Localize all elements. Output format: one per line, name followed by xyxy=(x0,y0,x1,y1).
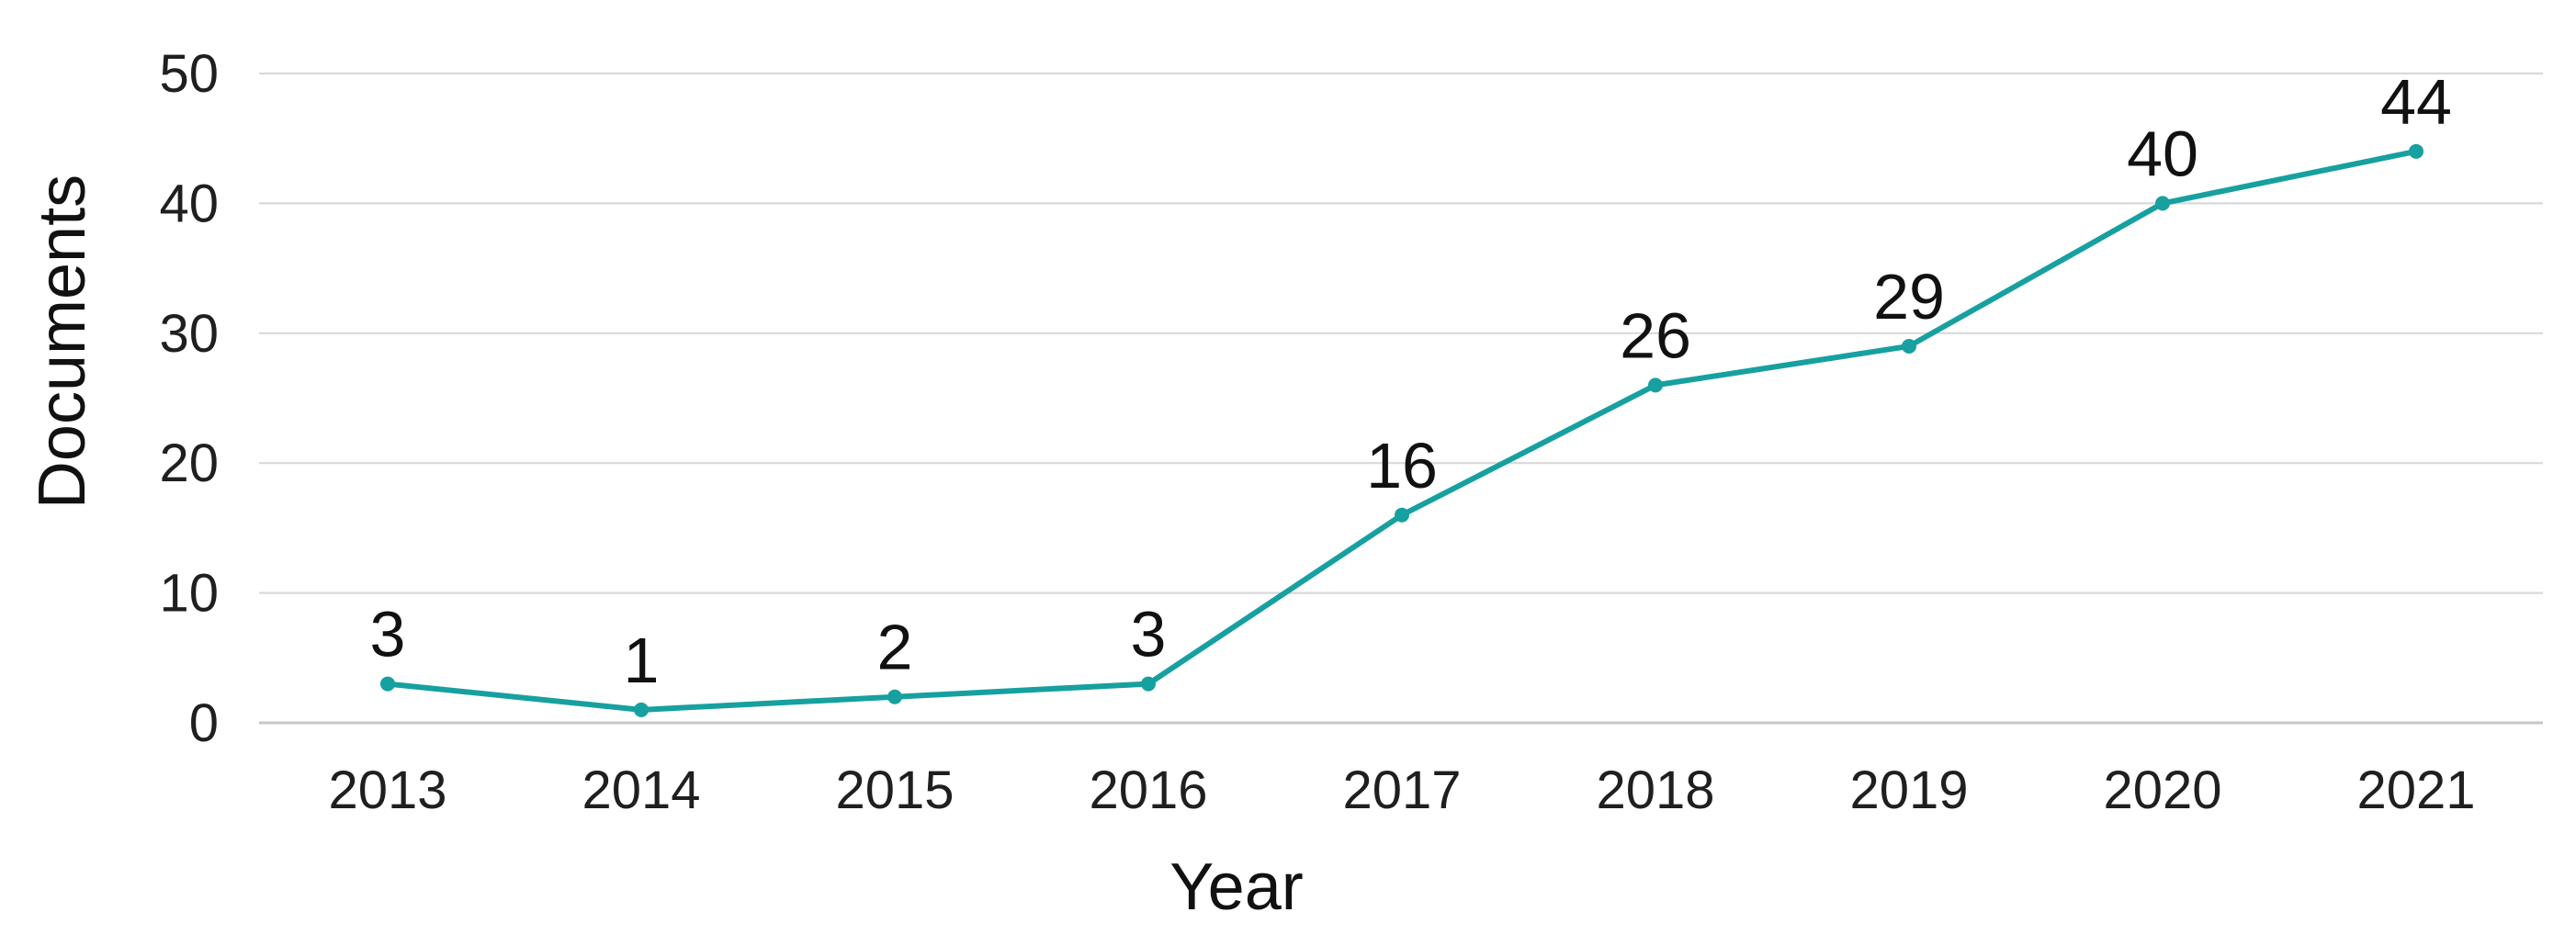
data-point xyxy=(1902,338,1916,354)
x-tick-label: 2019 xyxy=(1849,760,1968,820)
y-tick-label: 30 xyxy=(159,304,219,364)
data-point xyxy=(2155,196,2170,211)
x-tick-label: 2017 xyxy=(1342,760,1461,820)
y-axis-title: Documents xyxy=(26,175,99,509)
x-tick-label: 2018 xyxy=(1596,760,1714,820)
data-label: 26 xyxy=(1620,299,1691,371)
data-point xyxy=(380,676,395,692)
x-tick-label: 2015 xyxy=(835,760,954,820)
data-point xyxy=(634,702,649,717)
x-tick-label: 2021 xyxy=(2356,760,2475,820)
data-point xyxy=(1648,377,1663,393)
y-tick-label: 50 xyxy=(159,44,219,104)
y-axis-ticks: 0 10 20 30 40 50 xyxy=(159,44,219,753)
y-tick-label: 40 xyxy=(159,174,219,233)
data-point xyxy=(887,689,902,704)
x-tick-label: 2020 xyxy=(2103,760,2221,820)
data-point xyxy=(1395,507,1409,523)
y-tick-label: 0 xyxy=(189,693,219,753)
x-tick-label: 2014 xyxy=(582,760,700,820)
x-axis-title: Year xyxy=(1169,850,1303,924)
series-layer xyxy=(380,143,2423,717)
y-tick-label: 20 xyxy=(159,434,219,493)
x-tick-label: 2013 xyxy=(328,760,446,820)
data-point xyxy=(1141,676,1156,692)
data-label: 2 xyxy=(877,612,913,683)
data-point xyxy=(2409,143,2423,159)
y-tick-label: 10 xyxy=(159,564,219,624)
grid-layer xyxy=(259,72,2543,725)
x-axis-ticks: 2013 2014 2015 2016 2017 2018 2019 2020 2021 xyxy=(328,760,2475,820)
data-label: 3 xyxy=(370,599,406,670)
data-labels-layer: 3 1 2 3 16 26 29 40 44 xyxy=(370,66,2452,696)
data-label: 3 xyxy=(1131,599,1167,670)
data-label: 29 xyxy=(1873,261,1945,332)
data-label: 1 xyxy=(624,625,660,696)
data-label: 40 xyxy=(2127,118,2198,189)
x-tick-label: 2016 xyxy=(1089,760,1207,820)
data-label: 44 xyxy=(2380,66,2452,138)
data-label: 16 xyxy=(1366,430,1438,501)
